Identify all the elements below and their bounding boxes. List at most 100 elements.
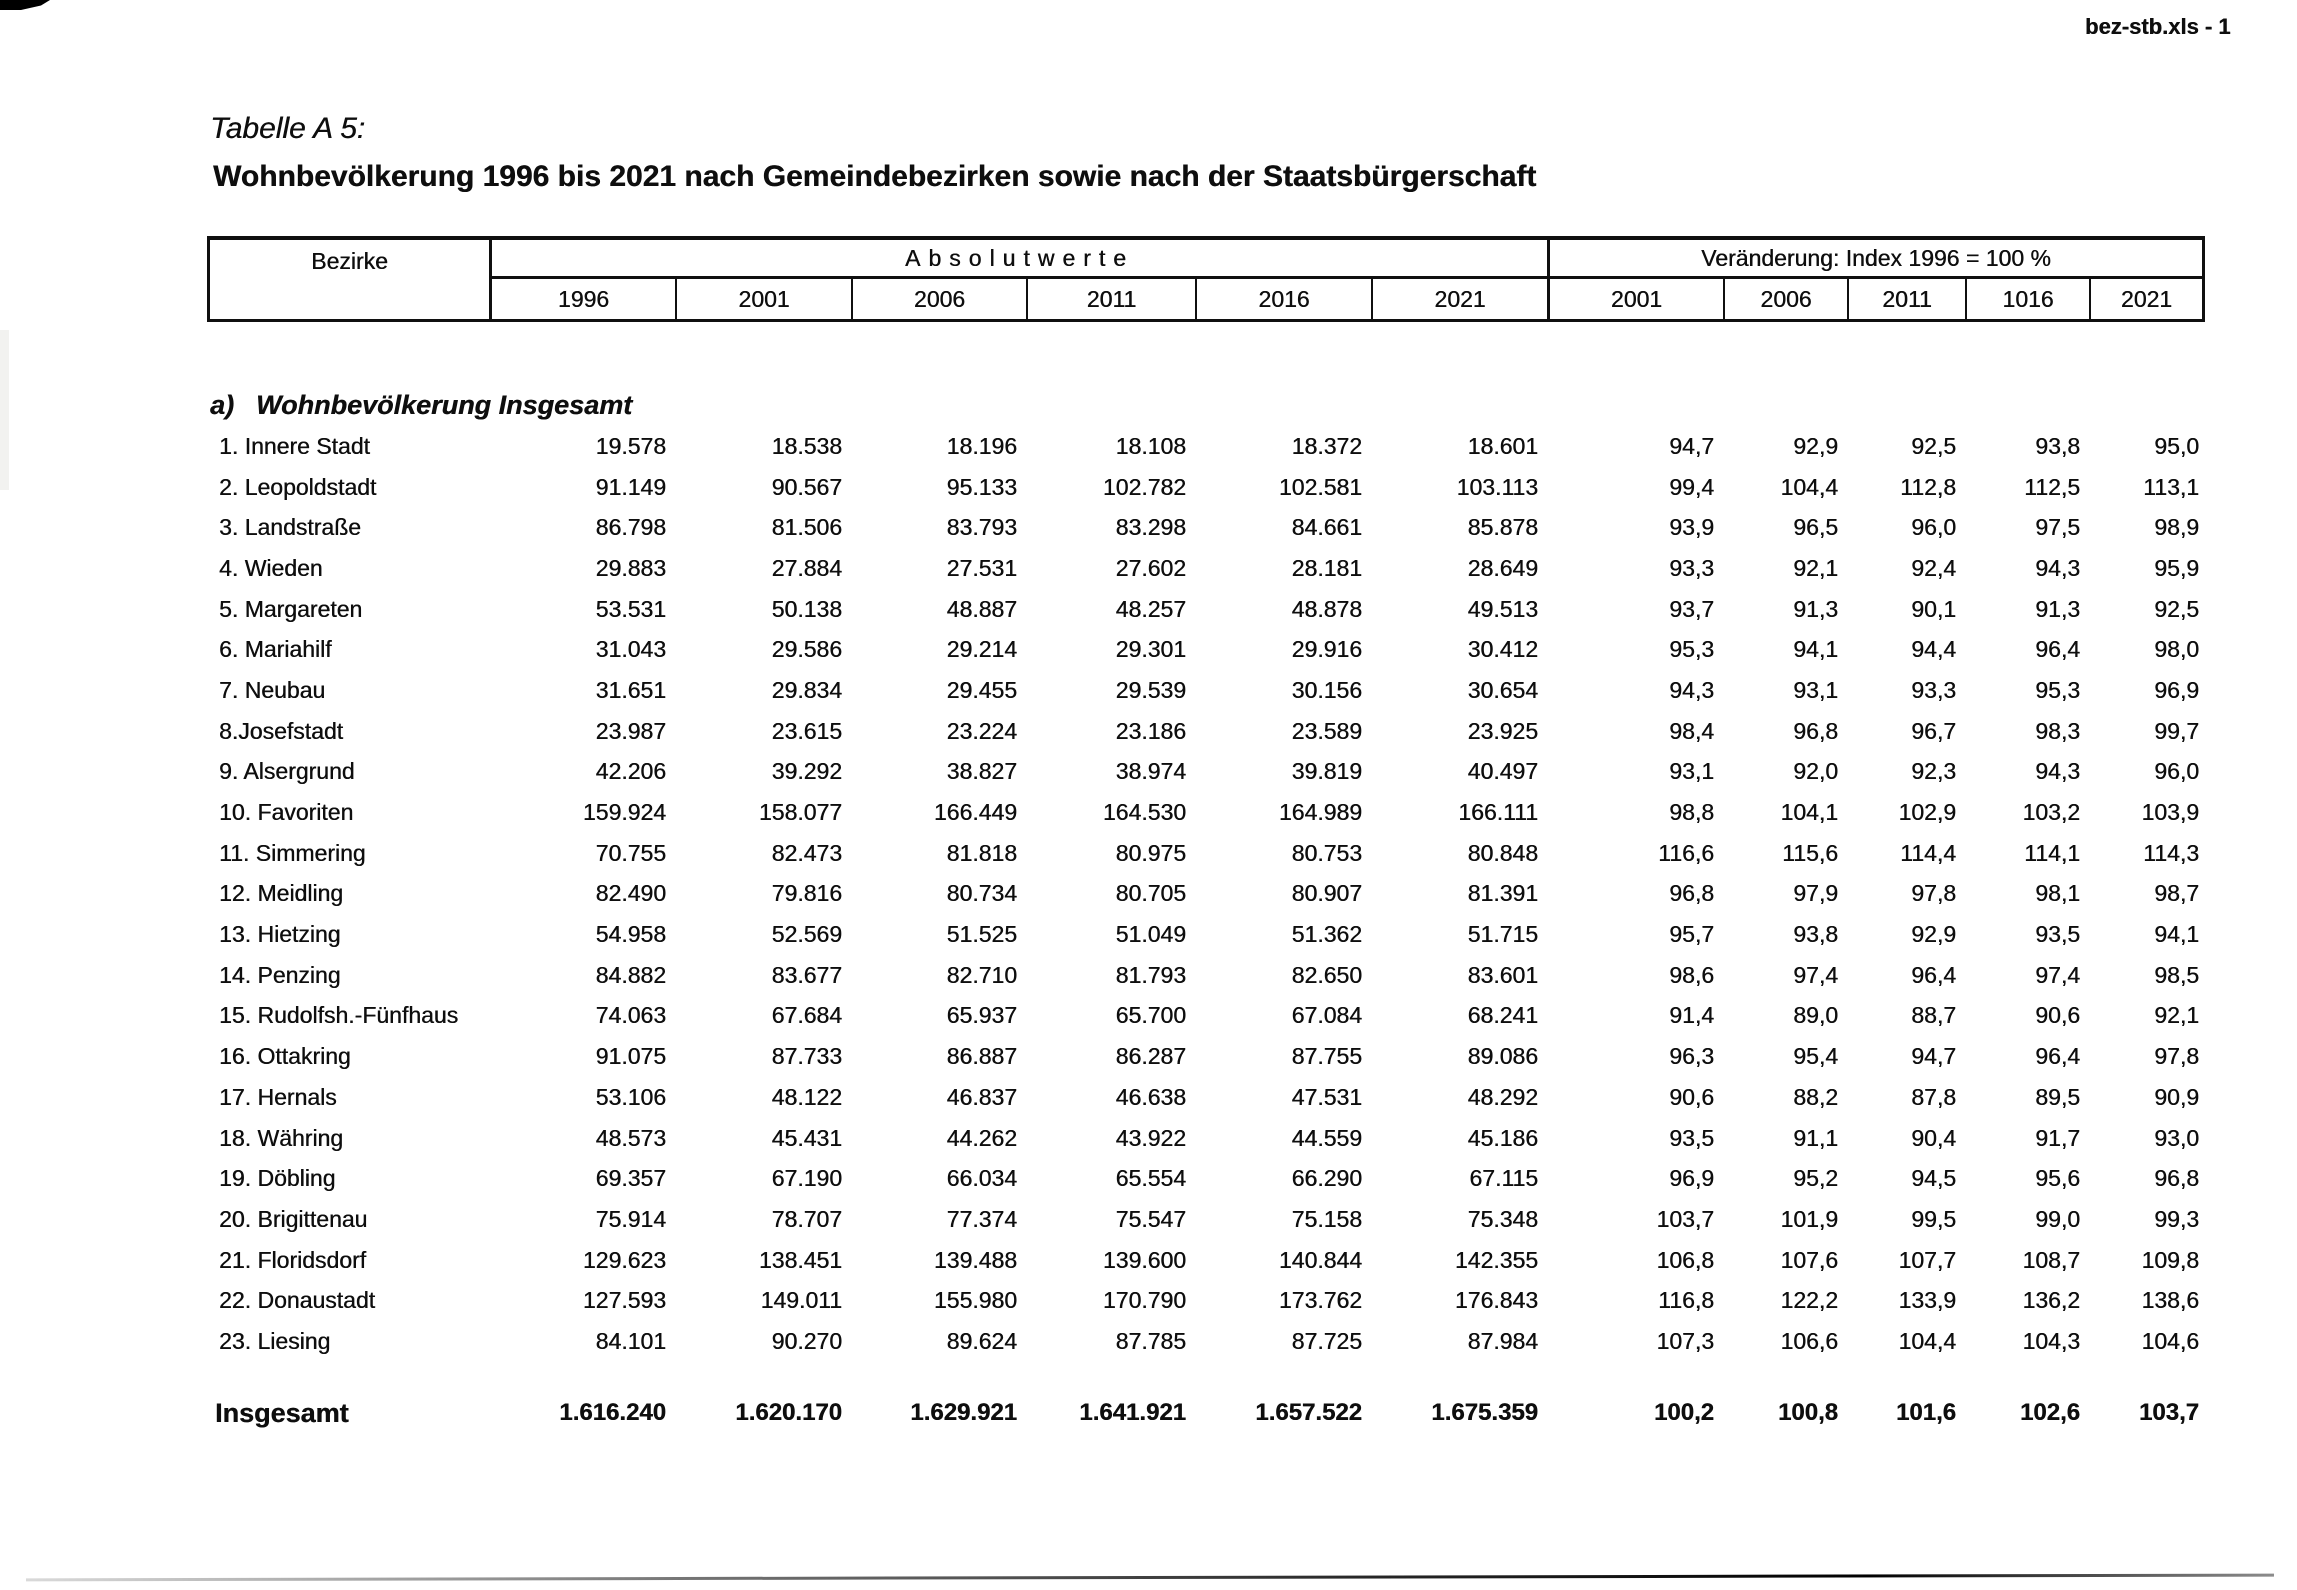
abs-value-cell: 75.547	[1115, 1205, 1186, 1232]
table-total-row: Insgesamt 1.616.240 1.620.170 1.629.921 …	[207, 1390, 2205, 1436]
index-value-cell: 103,9	[2141, 799, 2199, 826]
abs-value-cell: 69.357	[595, 1165, 666, 1192]
abs-value-cell: 75.158	[1291, 1205, 1362, 1232]
index-value-cell: 95,3	[1669, 636, 1714, 663]
table-row: 6. Mariahilf 31.043 29.586 29.214 29.301…	[207, 629, 2205, 670]
index-value-cell: 95,6	[2035, 1165, 2080, 1192]
year-header: 2021	[2089, 279, 2202, 319]
abs-value-cell: 45.186	[1467, 1124, 1538, 1151]
district-name-cell: 3. Landstraße	[219, 514, 361, 541]
abs-value-cell: 80.975	[1115, 839, 1186, 866]
index-value-cell: 92,5	[2154, 595, 2199, 622]
year-header: 1996	[557, 285, 610, 312]
table-row: 7. Neubau 31.651 29.834 29.455 29.539 30…	[207, 670, 2205, 711]
index-value-cell: 99,7	[2154, 717, 2199, 744]
index-value-cell: 109,8	[2141, 1246, 2199, 1273]
index-value-cell: 94,7	[1911, 1043, 1956, 1070]
index-value-cell: 97,9	[1793, 880, 1838, 907]
abs-value-cell: 43.922	[1115, 1124, 1186, 1151]
abs-value-cell: 82.710	[946, 961, 1017, 988]
index-value-cell: 94,7	[1669, 432, 1714, 459]
index-value-cell: 107,6	[1780, 1246, 1838, 1273]
index-value-cell: 90,4	[1911, 1124, 1956, 1151]
district-name-cell: 6. Mariahilf	[219, 636, 332, 663]
index-value-cell: 136,2	[2022, 1287, 2080, 1314]
abs-value-cell: 66.290	[1291, 1165, 1362, 1192]
abs-value-cell: 91.075	[595, 1043, 666, 1070]
index-value-cell: 97,8	[2154, 1043, 2199, 1070]
section-a-prefix: a)	[210, 390, 235, 420]
abs-value-cell: 158.077	[758, 799, 842, 826]
index-value-cell: 98,9	[2154, 514, 2199, 541]
abs-value-cell: 142.355	[1454, 1246, 1538, 1273]
abs-value-cell: 68.241	[1467, 1002, 1538, 1029]
abs-value-cell: 87.725	[1291, 1327, 1362, 1354]
index-value-cell: 113,1	[2143, 473, 2199, 500]
abs-value-cell: 140.844	[1278, 1246, 1362, 1273]
index-value-cell: 94,5	[1911, 1165, 1956, 1192]
index-value-cell: 92,4	[1911, 554, 1956, 581]
column-group-veraenderung: Veränderung: Index 1996 = 100 % 2001 200…	[1547, 240, 2202, 319]
table-row: 21. Floridsdorf 129.623 138.451 139.488 …	[207, 1240, 2205, 1281]
index-value-cell: 88,7	[1911, 1002, 1956, 1029]
district-name-cell: 16. Ottakring	[219, 1043, 351, 1070]
index-value-cell: 98,1	[2035, 880, 2080, 907]
index-value-cell: 99,4	[1669, 473, 1714, 500]
abs-value-cell: 31.043	[595, 636, 666, 663]
table-header: Bezirke Absolutwerte 1996 2001 2006 2011…	[207, 236, 2205, 322]
table-row: 11. Simmering 70.755 82.473 81.818 80.97…	[207, 833, 2205, 874]
abs-value-cell: 46.638	[1115, 1083, 1186, 1110]
index-value-cell: 92,1	[1793, 554, 1838, 581]
abs-value-cell: 48.292	[1467, 1083, 1538, 1110]
index-value-cell: 95,3	[2035, 676, 2080, 703]
district-name-cell: 19. Döbling	[219, 1165, 336, 1192]
abs-value-cell: 89.086	[1467, 1043, 1538, 1070]
index-value-cell: 92,0	[1793, 758, 1838, 785]
abs-value-cell: 48.887	[946, 595, 1017, 622]
index-value-cell: 98,4	[1669, 717, 1714, 744]
abs-value-cell: 87.984	[1467, 1327, 1538, 1354]
index-value-cell: 91,3	[2035, 595, 2080, 622]
index-value-cell: 90,9	[2154, 1083, 2199, 1110]
abs-value-cell: 138.451	[758, 1246, 842, 1273]
year-header: 1016	[1965, 279, 2089, 319]
table-body: 1. Innere Stadt 19.578 18.538 18.196 18.…	[207, 426, 2205, 1362]
abs-value-cell: 86.798	[595, 514, 666, 541]
index-value-cell: 96,8	[1669, 880, 1714, 907]
file-page-label: bez-stb.xls - 1	[2085, 14, 2231, 39]
table-row: 13. Hietzing 54.958 52.569 51.525 51.049…	[207, 914, 2205, 955]
index-value-cell: 103,2	[2022, 799, 2080, 826]
index-value-cell: 94,1	[1793, 636, 1838, 663]
table-row: 4. Wieden 29.883 27.884 27.531 27.602 28…	[207, 548, 2205, 589]
table-row: 12. Meidling 82.490 79.816 80.734 80.705…	[207, 874, 2205, 915]
district-name-cell: 2. Leopoldstadt	[219, 473, 377, 500]
index-value-cell: 96,8	[1793, 717, 1838, 744]
abs-value-cell: 49.513	[1467, 595, 1538, 622]
district-name-cell: 15. Rudolfsh.-Fünfhaus	[219, 1002, 459, 1029]
index-value-cell: 96,4	[2035, 636, 2080, 663]
abs-value-cell: 47.531	[1291, 1083, 1362, 1110]
index-value-cell: 92,9	[1793, 432, 1838, 459]
abs-value-cell: 75.348	[1467, 1205, 1538, 1232]
index-value-cell: 106,6	[1780, 1327, 1838, 1354]
abs-value-cell: 44.262	[946, 1124, 1017, 1151]
index-value-cell: 92,1	[2154, 1002, 2199, 1029]
index-value-cell: 106,8	[1656, 1246, 1714, 1273]
index-value-cell: 92,5	[1911, 432, 1956, 459]
table-row: 20. Brigittenau 75.914 78.707 77.374 75.…	[207, 1199, 2205, 1240]
index-value-cell: 100,8	[1777, 1399, 1838, 1426]
abs-value-cell: 38.827	[946, 758, 1017, 785]
abs-value-cell: 18.538	[771, 432, 842, 459]
abs-value-cell: 1.657.522	[1255, 1399, 1362, 1426]
abs-value-cell: 23.589	[1291, 717, 1362, 744]
abs-value-cell: 39.292	[771, 758, 842, 785]
year-header: 2001	[1610, 285, 1663, 312]
abs-value-cell: 1.675.359	[1431, 1399, 1538, 1426]
abs-value-cell: 19.578	[595, 432, 666, 459]
abs-value-cell: 127.593	[582, 1287, 666, 1314]
abs-value-cell: 84.882	[595, 961, 666, 988]
abs-value-cell: 50.138	[771, 595, 842, 622]
abs-value-cell: 80.907	[1291, 880, 1362, 907]
abs-value-cell: 80.753	[1291, 839, 1362, 866]
index-value-cell: 114,1	[2024, 839, 2080, 866]
